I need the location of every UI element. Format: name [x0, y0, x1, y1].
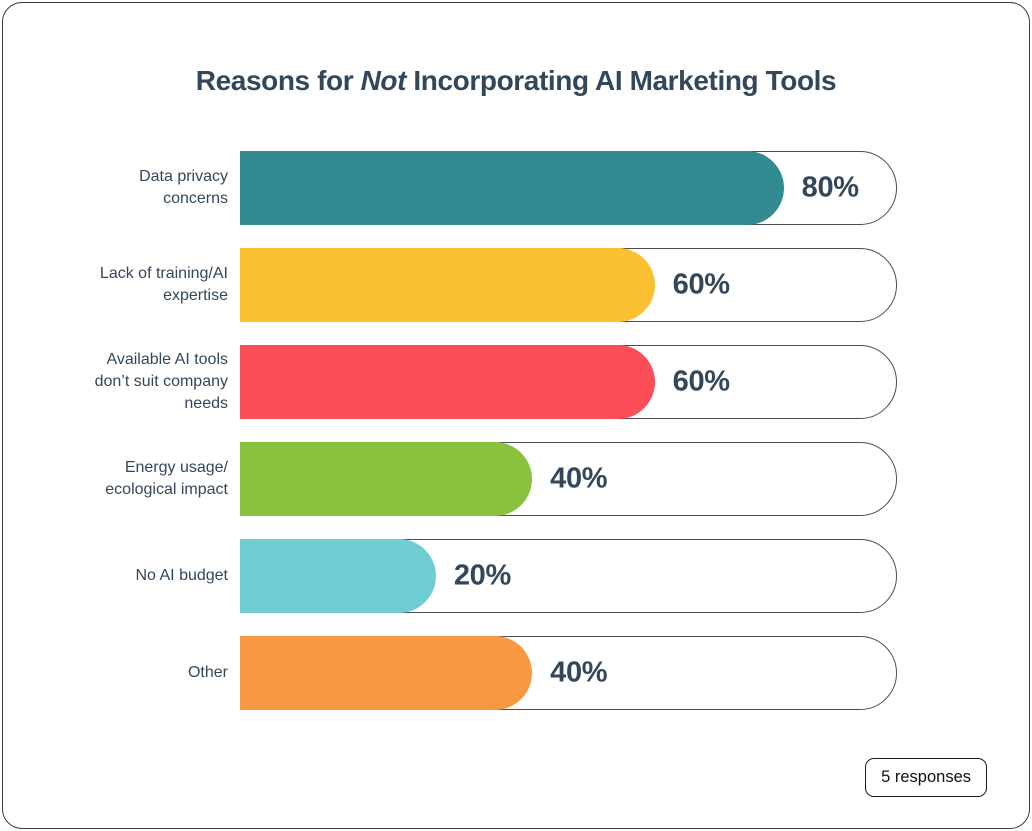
bar-track: 20% — [240, 539, 897, 613]
bar-fill — [240, 248, 655, 322]
bar-label: Lack of training/AI expertise — [99, 265, 228, 304]
chart-title: Reasons for Not Incorporating AI Marketi… — [3, 65, 1029, 97]
bar-label: No AI budget — [135, 567, 228, 584]
bar-label: Energy usage/ ecological impact — [105, 459, 228, 498]
chart-title-pre: Reasons for — [195, 65, 361, 96]
bar-value-label: 60% — [672, 268, 730, 301]
bar-track: 40% — [240, 442, 897, 516]
bar-fill — [240, 539, 436, 613]
bar-fill — [240, 442, 533, 516]
bar-value-label: 40% — [550, 656, 608, 689]
bar-value-label: 60% — [672, 365, 730, 398]
bar-label: Data privacy concerns — [139, 168, 228, 207]
bar-label: Other — [187, 664, 228, 681]
bar-value-label: 40% — [550, 462, 608, 495]
bar-track: 80% — [240, 151, 897, 225]
chart-title-post: Incorporating AI Marketing Tools — [406, 65, 837, 96]
bar-fill — [240, 151, 784, 225]
bar-track: 60% — [240, 248, 897, 322]
bar-row: Other 40% — [63, 636, 897, 710]
bar-row: Data privacy concerns 80% — [63, 151, 897, 225]
responses-badge: 5 responses — [865, 758, 987, 797]
bar-track: 60% — [240, 345, 897, 419]
bar-track: 40% — [240, 636, 897, 710]
bar-row: Lack of training/AI expertise 60% — [63, 248, 897, 322]
bar-chart: Data privacy concerns 80% Lack of traini… — [63, 151, 897, 733]
bar-row: Available AI tools don’t suit company ne… — [63, 345, 897, 419]
bar-fill — [240, 345, 655, 419]
bar-value-label: 80% — [801, 171, 859, 204]
bar-label: Available AI tools don’t suit company ne… — [94, 351, 228, 412]
bar-value-label: 20% — [453, 559, 511, 592]
bar-row: Energy usage/ ecological impact 40% — [63, 442, 897, 516]
chart-title-italic-word: Not — [360, 65, 407, 96]
bar-fill — [240, 636, 533, 710]
bar-row: No AI budget 20% — [63, 539, 897, 613]
